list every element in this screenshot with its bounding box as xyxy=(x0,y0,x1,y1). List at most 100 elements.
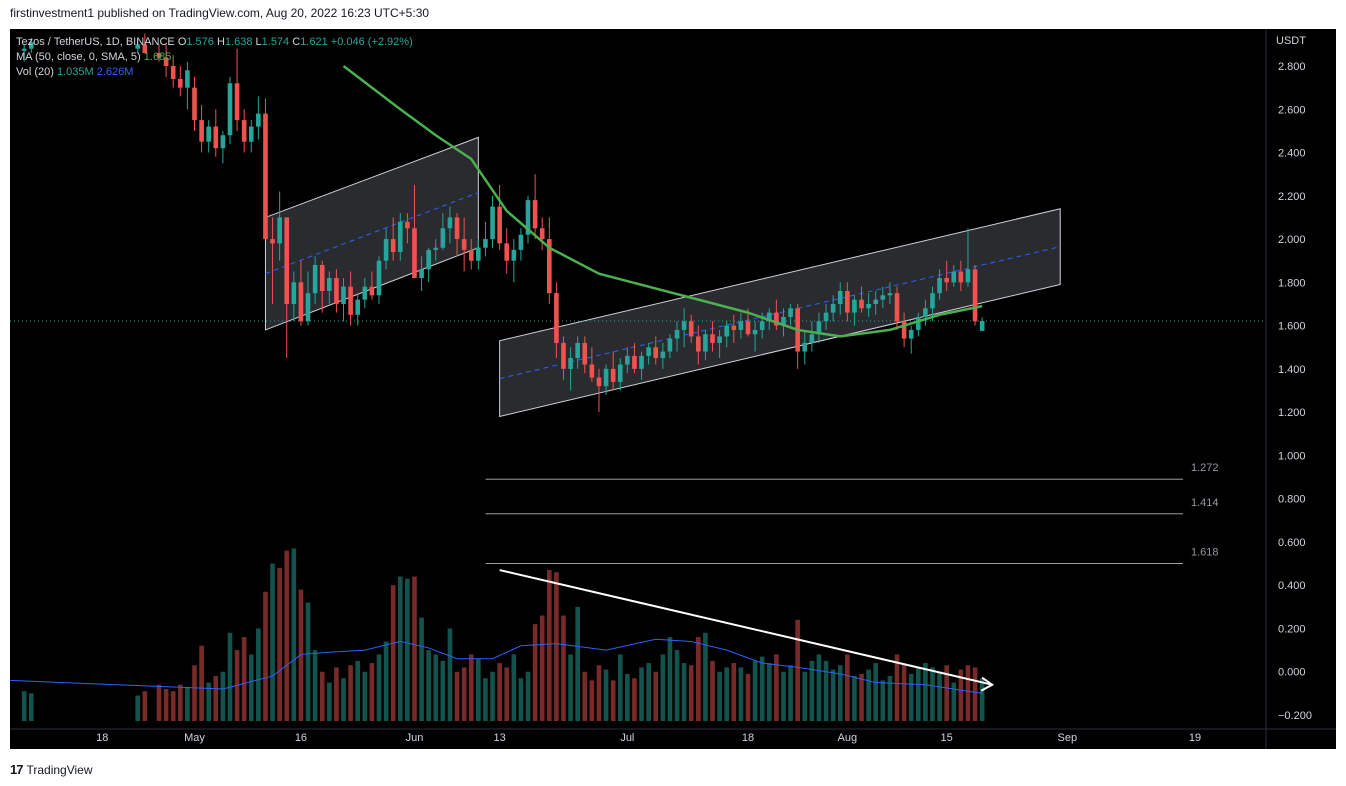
candle-body xyxy=(582,342,588,365)
candle-body xyxy=(674,329,680,339)
candle-body xyxy=(766,312,772,322)
volume-bar xyxy=(362,671,368,721)
axis-layer: USDT 2.800 2.600 2.400 2.200 2.000 1.800 1.600 1… xyxy=(10,29,1336,749)
candle-body xyxy=(575,342,580,359)
candle-body xyxy=(617,364,623,382)
volume-bar xyxy=(873,663,879,721)
candle-body xyxy=(930,293,935,309)
volume-bar xyxy=(298,589,304,721)
candle-body xyxy=(199,120,204,142)
volume-bar xyxy=(319,671,325,721)
y-tick-label: 1.200 xyxy=(1278,407,1306,419)
volume-bar xyxy=(546,570,552,721)
candle-body xyxy=(248,126,254,142)
candle-body xyxy=(21,48,27,51)
candle-body xyxy=(887,293,893,296)
close-label: C xyxy=(292,36,301,48)
channel-layer xyxy=(264,136,1061,418)
volume-bar xyxy=(802,671,808,721)
volume-bar xyxy=(979,678,985,721)
x-tick-label: 16 xyxy=(295,732,307,744)
high-label: H xyxy=(216,36,225,48)
candle-body xyxy=(660,351,666,359)
candle-body xyxy=(461,239,467,250)
candle-body xyxy=(781,316,786,326)
volume-bar xyxy=(405,578,410,721)
volume-bar xyxy=(376,654,382,721)
line-layer xyxy=(342,65,995,692)
candle-body xyxy=(390,239,396,253)
volume-bar xyxy=(688,665,694,721)
candle-body xyxy=(688,321,694,337)
volume-bar xyxy=(703,632,708,721)
volume-bar xyxy=(958,669,964,721)
volume-bar xyxy=(490,671,495,721)
volume-bar xyxy=(639,667,644,721)
volume-bar xyxy=(617,654,623,721)
tradingview-logo-icon[interactable]: 17 xyxy=(10,762,24,777)
volume-bar xyxy=(894,654,900,721)
volume-bar xyxy=(327,682,332,721)
volume-bar xyxy=(390,585,396,721)
candle-body xyxy=(156,53,162,58)
candle-body xyxy=(774,312,779,326)
candle-body xyxy=(511,249,517,261)
candle-body xyxy=(965,269,971,283)
candle-body xyxy=(589,364,595,378)
candle-body xyxy=(497,206,502,244)
candle-body xyxy=(951,271,957,283)
volume-bar xyxy=(696,637,701,721)
candle-body xyxy=(440,228,446,248)
volume-bar xyxy=(880,680,886,721)
candle-body xyxy=(958,271,964,283)
x-tick-label: 19 xyxy=(1189,732,1201,744)
candle-body xyxy=(632,355,637,369)
volume-bar xyxy=(837,665,843,721)
y-tick-label: 0.200 xyxy=(1278,623,1306,635)
tradingview-logo-text[interactable]: TradingView xyxy=(26,762,93,777)
close-value: 1.621 xyxy=(300,36,328,48)
candle-body xyxy=(710,334,715,343)
volume-bar xyxy=(944,665,949,721)
volume-bar xyxy=(731,663,737,721)
candle-body xyxy=(852,299,857,313)
volume-bar xyxy=(788,665,793,721)
ma-label[interactable]: MA (50, close, 0, SMA, 5) xyxy=(16,51,141,63)
candle-body xyxy=(227,83,233,136)
candle-body xyxy=(490,206,495,240)
candle-body xyxy=(972,269,978,322)
candle-body xyxy=(305,293,311,322)
channel-1 xyxy=(264,136,479,331)
vol-label[interactable]: Vol (20) xyxy=(16,66,54,78)
volume-bar xyxy=(185,686,190,721)
volume-bar xyxy=(625,673,630,721)
volume-bar xyxy=(241,637,247,721)
candle-body xyxy=(802,342,808,352)
volume-bar xyxy=(830,669,836,721)
chart-panel[interactable]: 1.272 1.414 1.618 USDT 2.800 2.600 2.400 2.200… xyxy=(10,29,1336,749)
volume-bar xyxy=(774,654,779,721)
volume-bar xyxy=(816,654,822,721)
price-chart[interactable]: 1.272 1.414 1.618 USDT 2.800 2.600 2.400 2.200… xyxy=(10,29,1336,749)
volume-bar xyxy=(582,671,588,721)
volume-bar xyxy=(908,673,914,721)
fib-level-label: 1.414 xyxy=(1191,497,1219,509)
candle-body xyxy=(312,265,318,294)
volume-bar xyxy=(823,660,829,721)
candle-body xyxy=(433,247,439,250)
candle-body xyxy=(284,217,290,304)
volume-bar xyxy=(213,676,219,721)
candle-body xyxy=(859,299,864,309)
volume-bar xyxy=(610,680,616,721)
candle-body xyxy=(915,316,921,330)
candle-body xyxy=(830,303,836,313)
candle-body xyxy=(185,70,190,88)
y-tick-label: 1.800 xyxy=(1278,277,1306,289)
volume-bar xyxy=(752,660,758,721)
candle-body xyxy=(163,57,169,66)
candle-body xyxy=(476,247,481,261)
volume-bar xyxy=(575,606,580,721)
symbol-name[interactable]: Tezos / TetherUS, 1D, BINANCE xyxy=(16,36,175,48)
volume-bar xyxy=(915,667,921,721)
candle-body xyxy=(937,278,942,294)
